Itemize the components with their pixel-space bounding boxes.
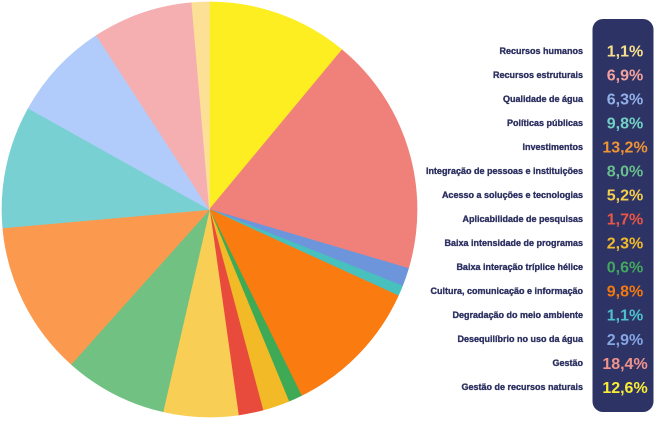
svg-text:1,1%: 1,1% <box>607 43 643 60</box>
svg-text:13,2%: 13,2% <box>602 140 647 157</box>
svg-text:Baixa intensidade de programas: Baixa intensidade de programas <box>444 238 583 248</box>
svg-text:9,8%: 9,8% <box>607 284 643 301</box>
svg-text:18,4%: 18,4% <box>602 356 647 373</box>
svg-text:Acesso a soluções e tecnologia: Acesso a soluções e tecnologias <box>442 190 583 200</box>
svg-text:Gestão de recursos naturais: Gestão de recursos naturais <box>461 382 583 392</box>
svg-text:Desequilíbrio no uso da água: Desequilíbrio no uso da água <box>457 334 584 344</box>
svg-text:2,3%: 2,3% <box>607 236 643 253</box>
svg-text:Investimentos: Investimentos <box>522 142 583 152</box>
svg-text:Recursos humanos: Recursos humanos <box>499 46 583 56</box>
svg-text:Qualidade de água: Qualidade de água <box>503 94 584 104</box>
svg-text:0,6%: 0,6% <box>607 260 643 277</box>
svg-text:9,8%: 9,8% <box>607 116 643 133</box>
svg-text:Aplicabilidade de pesquisas: Aplicabilidade de pesquisas <box>462 214 583 224</box>
svg-text:12,6%: 12,6% <box>602 380 647 397</box>
svg-text:Degradação do meio ambiente: Degradação do meio ambiente <box>452 310 583 320</box>
svg-text:1,7%: 1,7% <box>607 212 643 229</box>
svg-text:6,3%: 6,3% <box>607 92 643 109</box>
svg-text:Gestão: Gestão <box>552 358 583 368</box>
svg-text:Políticas públicas: Políticas públicas <box>507 118 583 128</box>
svg-text:Integração de pessoas e instit: Integração de pessoas e instituições <box>426 166 583 176</box>
svg-text:2,9%: 2,9% <box>607 332 643 349</box>
svg-text:5,2%: 5,2% <box>607 188 643 205</box>
svg-text:Baixa interação tríplice hélic: Baixa interação tríplice hélice <box>456 262 583 272</box>
svg-text:6,9%: 6,9% <box>607 67 643 84</box>
svg-text:8,0%: 8,0% <box>607 164 643 181</box>
svg-text:Recursos estruturais: Recursos estruturais <box>493 70 583 80</box>
svg-text:Cultura, comunicação e informa: Cultura, comunicação e informação <box>430 286 583 296</box>
svg-text:1,1%: 1,1% <box>607 308 643 325</box>
